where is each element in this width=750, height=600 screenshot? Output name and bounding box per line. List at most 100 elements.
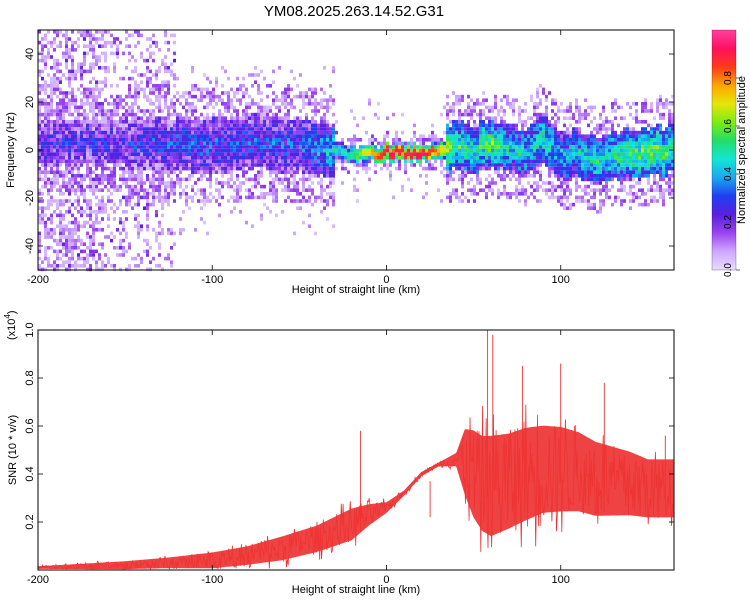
- spectrogram-cell: [566, 163, 569, 167]
- spectrogram-cell: [284, 130, 287, 135]
- spectrogram-cell: [482, 163, 485, 167]
- spectrogram-cell: [56, 163, 59, 167]
- spectrogram-cell: [167, 195, 170, 200]
- spectrogram-cell: [266, 134, 269, 138]
- spectrogram-cell: [221, 127, 224, 131]
- spectrogram-cell: [131, 174, 134, 178]
- spectrogram-cell: [383, 138, 386, 142]
- spectrogram-cell: [563, 166, 566, 171]
- spectrogram-cell: [50, 166, 53, 171]
- spectrogram-cell: [104, 123, 107, 128]
- spectrogram-cell: [116, 123, 119, 128]
- spectrogram-cell: [305, 145, 308, 149]
- spectrogram-cell: [47, 170, 50, 174]
- spectrogram-cell: [203, 145, 206, 149]
- spectrogram-cell: [539, 156, 542, 160]
- spectrogram-cell: [449, 127, 452, 131]
- spectrogram-cell: [473, 105, 476, 110]
- spectrogram-cell: [290, 174, 293, 178]
- spectrogram-cell: [326, 105, 329, 110]
- spectrogram-cell: [116, 145, 119, 149]
- spectrogram-cell: [251, 166, 254, 171]
- spectrogram-cell: [452, 130, 455, 135]
- spectrogram-cell: [68, 134, 71, 138]
- spectrogram-cell: [230, 170, 233, 174]
- spectrogram-cell: [518, 138, 521, 142]
- spectrogram-cell: [68, 51, 71, 56]
- spectrogram-cell: [611, 109, 614, 113]
- spectrogram-cell: [59, 249, 62, 254]
- spectrogram-cell: [68, 76, 71, 81]
- spectrogram-cell: [185, 120, 188, 124]
- spectrogram-cell: [320, 105, 323, 110]
- spectrogram-cell: [236, 116, 239, 120]
- spectrogram-cell: [80, 102, 83, 106]
- spectrogram-cell: [134, 177, 137, 182]
- spectrogram-cell: [323, 141, 326, 146]
- spectrogram-cell: [293, 130, 296, 135]
- spectrogram-cell: [575, 127, 578, 131]
- spectrogram-cell: [350, 138, 353, 142]
- spectrogram-cell: [122, 145, 125, 149]
- spectrogram-cell: [125, 130, 128, 135]
- spectrogram-cell: [149, 37, 152, 41]
- spectrogram-cell: [110, 138, 113, 142]
- spectrogram-cell: [311, 109, 314, 113]
- spectrogram-cell: [635, 130, 638, 135]
- spectrogram-cell: [128, 148, 131, 153]
- spectrogram-cell: [170, 246, 173, 250]
- spectrogram-cell: [623, 148, 626, 153]
- spectrogram-cell: [101, 44, 104, 48]
- spectrogram-cell: [467, 127, 470, 131]
- spectrogram-cell: [440, 163, 443, 167]
- spectrogram-cell: [272, 130, 275, 135]
- spectrogram-cell: [428, 148, 431, 153]
- spectrogram-cell: [149, 159, 152, 164]
- spectrogram-cell: [620, 156, 623, 160]
- spectrogram-cell: [557, 199, 560, 203]
- spectrogram-cell: [605, 170, 608, 174]
- spectrogram-cell: [185, 138, 188, 142]
- spectrogram-cell: [128, 242, 131, 246]
- spectrogram-cell: [221, 138, 224, 142]
- spectrogram-cell: [608, 127, 611, 131]
- spectrogram-cell: [626, 177, 629, 182]
- spectrogram-cell: [101, 66, 104, 70]
- spectrogram-cell: [368, 159, 371, 164]
- spectrogram-cell: [578, 199, 581, 203]
- spectrogram-cell: [74, 134, 77, 138]
- spectrogram-cell: [629, 130, 632, 135]
- spectrogram-cell: [275, 159, 278, 164]
- spectrogram-cell: [236, 120, 239, 124]
- spectrogram-cell: [632, 199, 635, 203]
- spectrogram-cell: [56, 66, 59, 70]
- spectrogram-cell: [80, 76, 83, 81]
- spectrogram-cell: [185, 102, 188, 106]
- spectrogram-cell: [158, 145, 161, 149]
- spectrogram-cell: [92, 181, 95, 185]
- spectrogram-cell: [539, 84, 542, 88]
- spectrogram-cell: [251, 145, 254, 149]
- spectrogram-cell: [617, 134, 620, 138]
- spectrogram-cell: [593, 192, 596, 196]
- spectrogram-cell: [581, 170, 584, 174]
- spectrogram-cell: [473, 109, 476, 113]
- spectrogram-cell: [179, 163, 182, 167]
- spectrogram-cell: [167, 120, 170, 124]
- spectrogram-cell: [584, 188, 587, 192]
- spectrogram-cell: [146, 138, 149, 142]
- spectrogram-cell: [215, 159, 218, 164]
- spectrogram-cell: [335, 141, 338, 146]
- spectrogram-cell: [98, 242, 101, 246]
- spectrogram-cell: [335, 145, 338, 149]
- spectrogram-cell: [188, 102, 191, 106]
- spectrogram-cell: [38, 109, 41, 113]
- spectrogram-cell: [80, 148, 83, 153]
- spectrogram-cell: [518, 134, 521, 138]
- spectrogram-cell: [110, 238, 113, 243]
- spectrogram-cell: [461, 184, 464, 189]
- spectrogram-cell: [272, 116, 275, 120]
- spectrogram-cell: [353, 145, 356, 149]
- spectrogram-cell: [494, 98, 497, 102]
- spectrogram-cell: [134, 58, 137, 63]
